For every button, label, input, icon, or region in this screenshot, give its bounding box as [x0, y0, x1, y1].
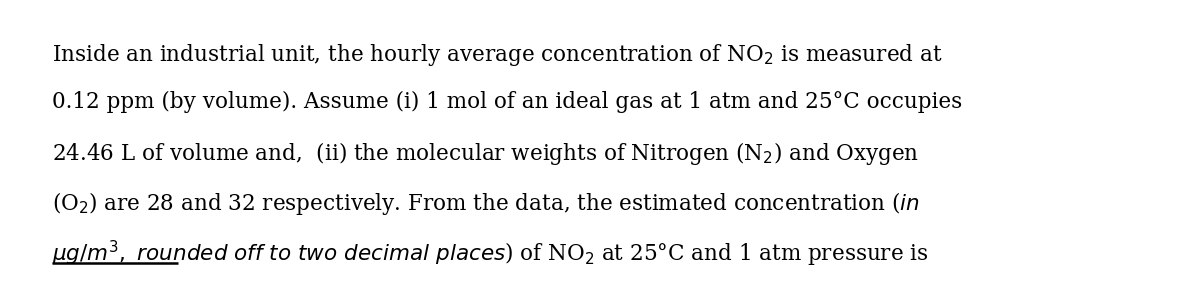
Text: Inside an industrial unit, the hourly average concentration of NO$_2$ is measure: Inside an industrial unit, the hourly av…: [52, 42, 942, 68]
Text: 24.46 L of volume and,  (ii) the molecular weights of Nitrogen (N$_2$) and Oxyge: 24.46 L of volume and, (ii) the molecula…: [52, 140, 919, 167]
Text: (O$_2$) are 28 and 32 respectively. From the data, the estimated concentration (: (O$_2$) are 28 and 32 respectively. From…: [52, 190, 919, 216]
Text: $\mathit{\mu g/m^3}$$\mathit{,\ rounded\ off\ to\ two\ decimal\ places}$) of NO$: $\mathit{\mu g/m^3}$$\mathit{,\ rounded\…: [52, 239, 929, 269]
Text: 0.12 ppm (by volume). Assume (i) 1 mol of an ideal gas at 1 atm and 25°C occupie: 0.12 ppm (by volume). Assume (i) 1 mol o…: [52, 91, 962, 114]
